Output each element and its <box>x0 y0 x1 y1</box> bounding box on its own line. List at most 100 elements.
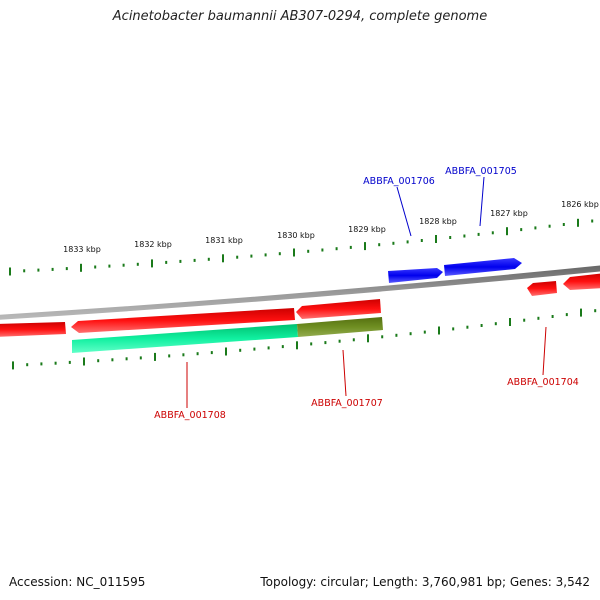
minor-tick <box>37 268 40 272</box>
scale-label: 1826 kbp <box>561 200 599 209</box>
scale-label: 1828 kbp <box>419 217 457 226</box>
minor-tick <box>307 249 310 253</box>
minor-tick <box>40 362 43 366</box>
minor-tick <box>125 357 128 361</box>
minor-tick <box>54 361 57 365</box>
minor-tick <box>139 356 142 360</box>
minor-tick <box>449 236 452 239</box>
minor-tick <box>193 258 196 262</box>
gene-leader-lines <box>186 176 547 408</box>
minor-tick <box>594 309 597 313</box>
minor-tick <box>108 264 111 268</box>
cds-feature-olive[interactable] <box>297 317 383 337</box>
minor-tick <box>281 345 284 349</box>
accession-text: Accession: NC_011595 <box>9 575 146 589</box>
minor-tick <box>537 316 540 320</box>
minor-tick <box>324 341 327 345</box>
genome-summary-text: Topology: circular; Length: 3,760,981 bp… <box>260 575 590 589</box>
gene-right-partial[interactable] <box>563 273 600 290</box>
minor-tick <box>466 325 469 329</box>
minor-tick <box>392 241 395 245</box>
minor-tick <box>51 267 54 271</box>
cds-feature-green[interactable] <box>72 324 298 353</box>
minor-tick <box>253 347 256 351</box>
gene-label: ABBFA_001708 <box>154 410 226 421</box>
minor-tick <box>463 234 466 238</box>
minor-tick <box>551 315 554 318</box>
map-title: Acinetobacter baumannii AB307-0294, comp… <box>112 9 488 24</box>
minor-tick <box>267 346 270 350</box>
minor-tick <box>236 255 239 259</box>
scale-labels: 1833 kbp 1832 kbp 1831 kbp 1830 kbp 1829… <box>63 200 599 254</box>
upper-tick-ruler <box>9 218 594 276</box>
minor-tick <box>520 228 523 232</box>
minor-tick <box>136 262 139 266</box>
minor-tick <box>406 240 409 244</box>
minor-tick <box>65 267 68 271</box>
major-tick <box>296 341 298 350</box>
minor-tick <box>94 265 97 269</box>
gene-label: ABBFA_001704 <box>507 377 579 388</box>
gene-ABBFA_001706[interactable] <box>388 268 443 283</box>
major-tick <box>509 318 511 326</box>
scale-label: 1832 kbp <box>134 240 172 249</box>
genome-backbone <box>0 265 600 320</box>
minor-tick <box>534 226 537 230</box>
minor-tick <box>207 257 210 261</box>
minor-tick <box>264 253 267 257</box>
minor-tick <box>548 224 551 228</box>
minor-tick <box>196 352 199 356</box>
major-tick <box>364 242 366 251</box>
major-tick <box>222 254 224 263</box>
minor-tick <box>349 245 352 249</box>
minor-tick <box>97 359 100 363</box>
minor-tick <box>182 353 185 357</box>
gene-left-partial[interactable] <box>0 322 66 337</box>
minor-tick <box>420 239 423 242</box>
minor-tick <box>523 318 526 322</box>
minor-tick <box>395 333 398 337</box>
minor-tick <box>480 324 483 327</box>
minor-tick <box>278 252 281 256</box>
major-tick <box>577 218 579 227</box>
major-tick <box>225 347 227 356</box>
minor-tick <box>111 358 114 362</box>
minor-tick <box>250 254 253 258</box>
minor-tick <box>494 322 497 326</box>
major-tick <box>438 326 440 335</box>
minor-tick <box>338 339 341 343</box>
minor-tick <box>335 247 338 251</box>
minor-tick <box>165 260 168 264</box>
major-tick <box>580 308 582 317</box>
major-tick <box>80 263 82 272</box>
lower-tick-ruler <box>12 308 597 370</box>
scale-label: 1827 kbp <box>490 209 528 218</box>
minor-tick <box>122 263 125 267</box>
minor-tick <box>409 332 412 336</box>
gene-ABBFA_001707[interactable] <box>296 299 381 319</box>
minor-tick <box>452 327 455 331</box>
gene-ABBFA_001704[interactable] <box>527 281 557 296</box>
scale-label: 1830 kbp <box>277 231 315 240</box>
major-tick <box>12 361 14 370</box>
gene-ABBFA_001705[interactable] <box>444 258 522 276</box>
minor-tick <box>26 363 29 367</box>
major-tick <box>435 235 437 243</box>
gene-ABBFA_001708[interactable] <box>71 308 295 333</box>
major-tick <box>9 267 11 276</box>
minor-tick <box>565 313 568 317</box>
scale-label: 1829 kbp <box>348 225 386 234</box>
minor-tick <box>352 338 355 342</box>
minor-tick <box>423 330 426 334</box>
minor-tick <box>68 360 71 364</box>
major-tick <box>367 334 369 343</box>
gene-label: ABBFA_001707 <box>311 398 383 409</box>
minor-tick <box>491 231 494 235</box>
major-tick <box>154 352 156 361</box>
minor-tick <box>378 243 381 247</box>
minor-tick <box>210 351 213 355</box>
minor-tick <box>591 219 594 223</box>
minor-tick <box>321 248 324 252</box>
minor-tick <box>23 269 26 273</box>
